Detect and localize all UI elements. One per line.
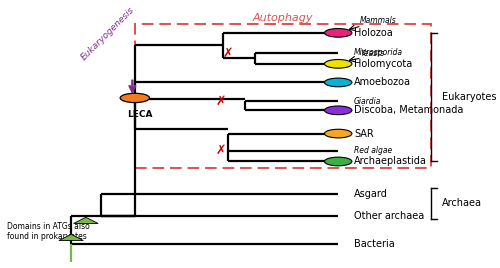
Text: ✗: ✗ <box>222 46 233 59</box>
Circle shape <box>324 59 352 68</box>
Text: ✗: ✗ <box>216 144 226 157</box>
Text: Domains in ATGs also
found in prokaryotes: Domains in ATGs also found in prokaryote… <box>8 222 90 241</box>
Text: Archaea: Archaea <box>442 198 482 208</box>
Text: Eukaryotes: Eukaryotes <box>442 92 496 102</box>
Text: Microsporida: Microsporida <box>354 49 403 58</box>
Text: Holozoa: Holozoa <box>354 28 393 38</box>
Text: SAR: SAR <box>354 129 374 139</box>
Text: Autophagy: Autophagy <box>253 13 314 23</box>
Text: LECA: LECA <box>127 110 152 118</box>
Circle shape <box>324 129 352 138</box>
Circle shape <box>120 93 150 103</box>
Text: Asgard: Asgard <box>354 189 388 199</box>
Polygon shape <box>74 217 98 224</box>
Text: Holomycota: Holomycota <box>354 59 412 69</box>
Text: Discoba, Metamonada: Discoba, Metamonada <box>354 105 464 115</box>
Text: ✗: ✗ <box>216 95 226 107</box>
Polygon shape <box>59 234 84 240</box>
Text: Amoebozoa: Amoebozoa <box>354 77 411 87</box>
Circle shape <box>324 106 352 115</box>
Text: Eukaryogenesis: Eukaryogenesis <box>80 5 136 62</box>
Text: Yeasts: Yeasts <box>360 49 384 58</box>
Circle shape <box>324 157 352 166</box>
Circle shape <box>324 28 352 37</box>
Text: Red algae: Red algae <box>354 146 392 155</box>
Text: Bacteria: Bacteria <box>354 239 395 249</box>
Text: Giardia: Giardia <box>354 96 382 106</box>
Text: Other archaea: Other archaea <box>354 211 424 221</box>
Circle shape <box>324 78 352 87</box>
Text: Mammals: Mammals <box>360 16 397 25</box>
Text: Archaeplastida: Archaeplastida <box>354 157 427 166</box>
